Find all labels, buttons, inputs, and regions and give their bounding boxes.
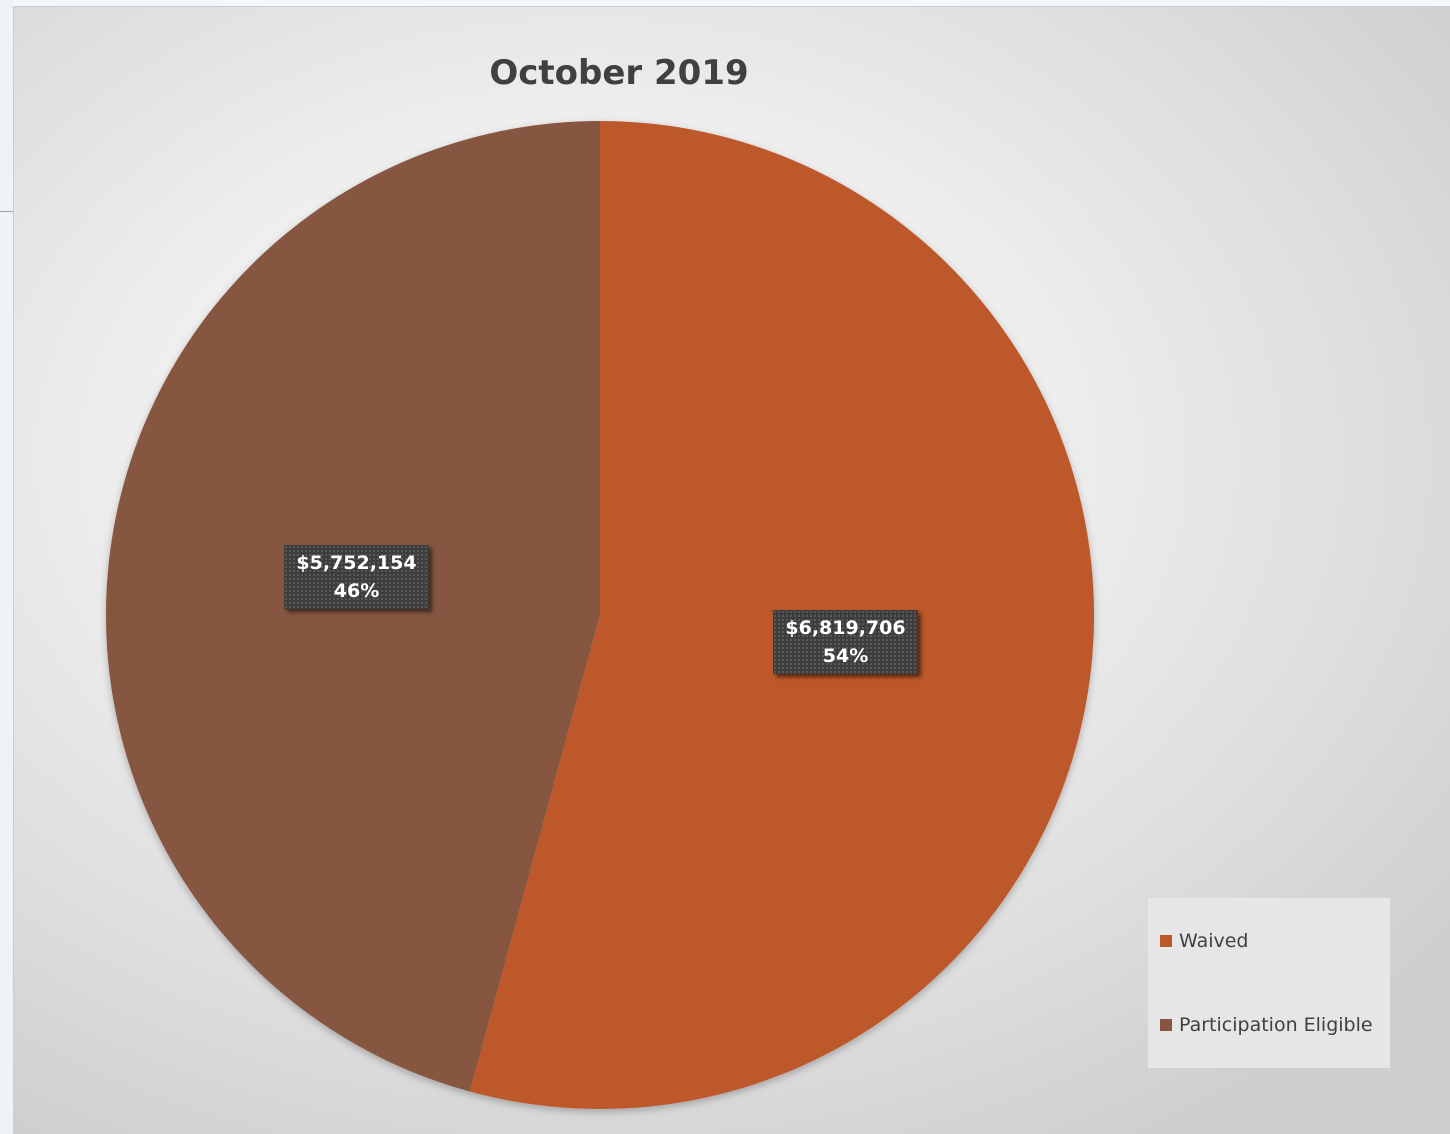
legend-label: Waived	[1179, 930, 1249, 952]
data-label-value: $6,819,706	[785, 617, 906, 639]
side-panel-strip	[0, 0, 13, 1134]
legend-item-participation-eligible[interactable]: Participation Eligible	[1160, 1014, 1373, 1036]
data-label-participation-eligible[interactable]: $5,752,154 46%	[284, 545, 429, 609]
data-label-percent: 46%	[333, 580, 380, 602]
side-divider	[0, 211, 13, 212]
chart-area[interactable]: October 2019 $6,819,706 54% $5,752,154 4…	[13, 6, 1450, 1134]
legend-swatch	[1160, 1019, 1172, 1031]
chart-title[interactable]: October 2019	[489, 53, 749, 93]
data-label-waived[interactable]: $6,819,706 54%	[773, 610, 918, 674]
legend-swatch	[1160, 935, 1172, 947]
legend-label: Participation Eligible	[1179, 1014, 1373, 1036]
legend-item-waived[interactable]: Waived	[1160, 930, 1249, 952]
data-label-value: $5,752,154	[296, 552, 417, 574]
legend[interactable]: Waived Participation Eligible	[1148, 898, 1390, 1068]
data-label-percent: 54%	[822, 645, 869, 667]
